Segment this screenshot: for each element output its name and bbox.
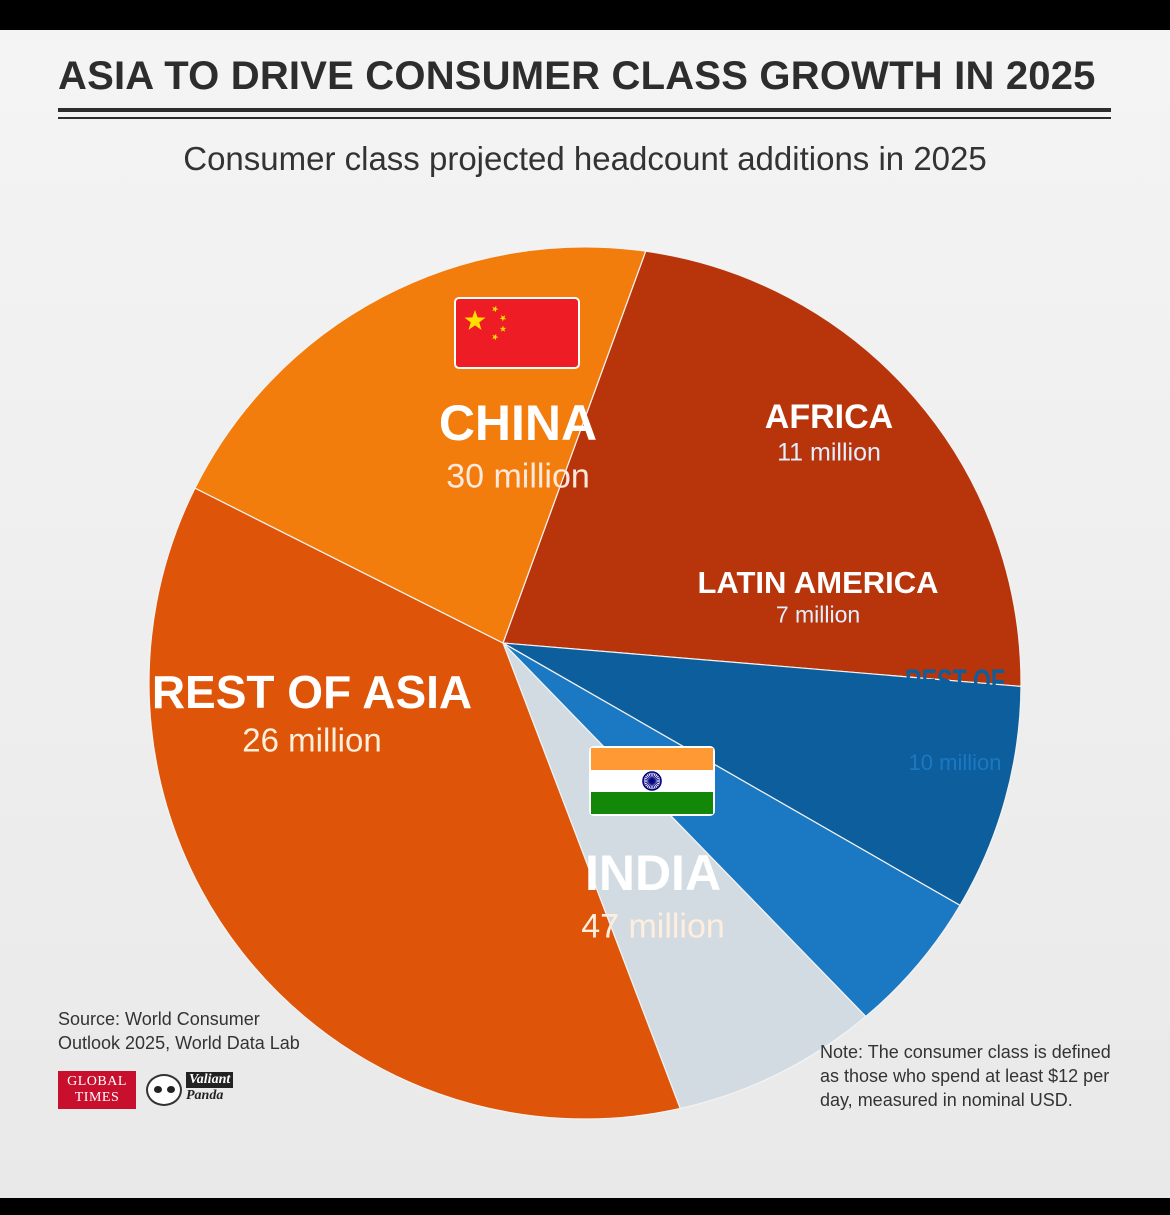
slice-label-rest-of-world-line1: REST OF	[905, 663, 1005, 699]
slice-india	[148, 487, 682, 1120]
source-text: Source: World Consumer Outlook 2025, Wor…	[58, 1009, 300, 1053]
valiant-panda-logo: Valiant Panda	[146, 1070, 250, 1110]
india-flag-icon	[589, 746, 715, 816]
slice-label-rest-of-world-line2: WORLD	[910, 701, 1000, 737]
valiant-text: Valiant	[186, 1072, 234, 1088]
note-text: Note: The consumer class is defined as t…	[820, 1042, 1111, 1110]
slice-label-china: CHINA	[439, 395, 597, 451]
title-rule-thick	[58, 108, 1111, 112]
slice-value-rest-of-asia: 26 million	[242, 722, 381, 759]
slice-value-china: 30 million	[446, 458, 590, 496]
slice-value-africa: 11 million	[777, 438, 881, 466]
panda-text: Panda	[186, 1088, 224, 1103]
panda-icon	[146, 1074, 182, 1106]
chart-subtitle: Consumer class projected headcount addit…	[183, 140, 987, 177]
global-times-logo: GLOBAL TIMES	[58, 1071, 136, 1109]
slice-label-latin-america: LATIN AMERICA	[697, 565, 938, 600]
slice-label-india: INDIA	[585, 845, 721, 901]
slice-value-india: 47 million	[581, 908, 725, 946]
china-flag-icon	[454, 297, 580, 369]
title-rule-thin	[58, 117, 1111, 119]
slice-latin-america	[502, 642, 961, 1018]
slice-china	[502, 250, 1022, 688]
slice-africa	[502, 642, 1022, 907]
slice-label-africa: AFRICA	[765, 398, 893, 436]
slice-value-latin-america: 7 million	[776, 601, 860, 627]
slice-label-rest-of-asia: REST OF ASIA	[152, 666, 472, 718]
chart-title: ASIA TO DRIVE CONSUMER CLASS GROWTH IN 2…	[58, 54, 1096, 98]
slice-value-rest-of-world: 10 million	[909, 750, 1002, 775]
